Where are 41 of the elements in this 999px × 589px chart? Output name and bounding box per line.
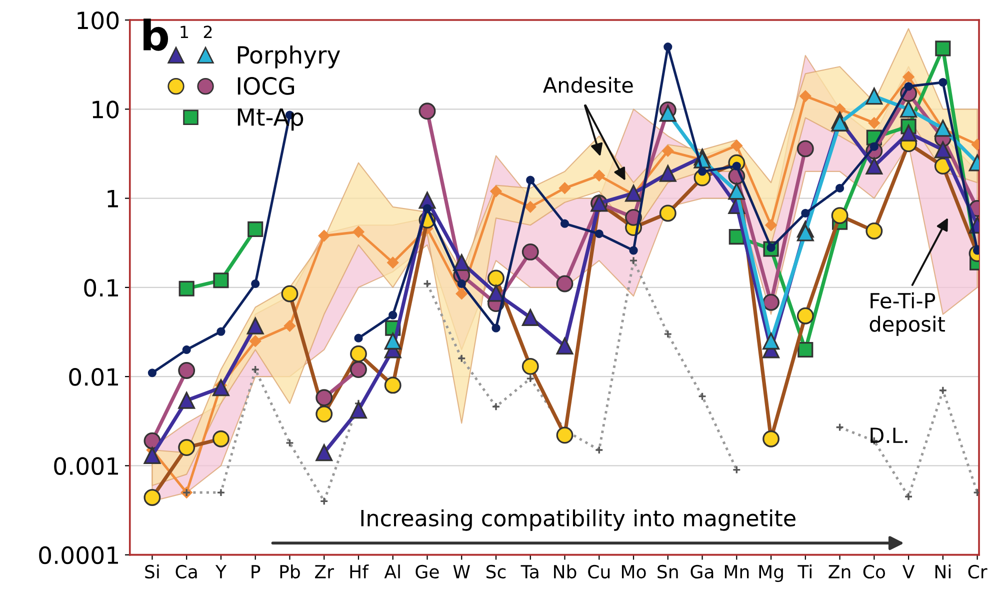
x-tick-label: Ta [520, 565, 538, 579]
y-tick-label: 0.0001 [39, 546, 118, 564]
x-tick-label: Ni [935, 564, 950, 578]
x-tick-label: Ti [798, 564, 812, 578]
y-tick-label: 1 [108, 190, 118, 208]
annotation: 1 [180, 26, 188, 38]
x-tick-label: Zr [315, 565, 334, 578]
annotation: Andesite [543, 76, 633, 93]
x-tick-label: Pb [280, 564, 300, 579]
annotation: Increasing compatibility into magnetite [361, 509, 796, 531]
x-tick-label: Hf [350, 564, 369, 578]
x-tick-label: Mg [759, 565, 783, 582]
x-tick-label: Y [215, 565, 227, 578]
y-tick-label: 0.1 [84, 278, 118, 297]
x-tick-label: Co [863, 564, 886, 579]
y-tick-label: 0.001 [54, 457, 118, 476]
y-tick-label: 0.01 [69, 368, 118, 386]
x-tick-label: Al [384, 564, 400, 578]
x-tick-label: Mo [622, 565, 646, 579]
x-tick-label: Ga [690, 564, 714, 579]
annotation: 2 [204, 26, 212, 38]
x-tick-label: W [453, 565, 470, 578]
y-tick-label: 100 [78, 11, 119, 30]
x-tick-label: Ca [176, 564, 197, 579]
x-tick-label: Mn [724, 565, 749, 578]
x-tick-label: V [902, 565, 915, 578]
x-tick-label: Nb [554, 564, 576, 579]
x-tick-label: Ge [416, 564, 439, 579]
y-tick-label: 10 [92, 100, 119, 118]
legend-label: IOCG [238, 77, 294, 95]
x-tick-label: Cu [588, 564, 610, 579]
annotation: b [144, 18, 168, 51]
x-tick-label: P [252, 565, 260, 578]
x-tick-label: Sc [486, 564, 506, 579]
x-tick-label: Cr [968, 564, 988, 579]
x-tick-label: Zn [828, 565, 850, 578]
x-tick-label: Sn [658, 564, 678, 579]
x-tick-label: Si [145, 564, 159, 579]
legend-label: Porphyry [238, 46, 340, 68]
annotation: Fe-Ti-P deposit [870, 292, 945, 336]
annotation: D.L. [870, 428, 908, 443]
